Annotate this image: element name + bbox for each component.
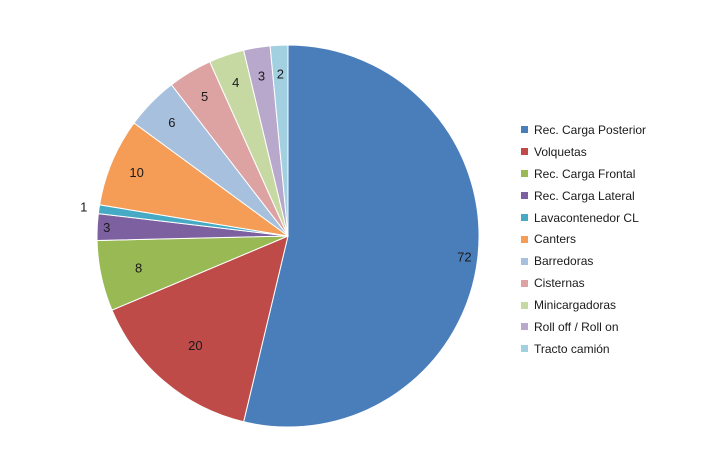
legend-swatch <box>521 323 528 331</box>
legend-item: Lavacontenedor CL <box>521 207 701 229</box>
legend-item: Rec. Carga Frontal <box>521 163 701 185</box>
legend-item: Roll off / Roll on <box>521 316 701 338</box>
slice-data-label: 20 <box>188 338 202 353</box>
pie-slice <box>269 44 289 237</box>
slice-data-label: 5 <box>201 89 208 104</box>
legend-item: Cisternas <box>521 272 701 294</box>
chart-legend: Rec. Carga Posterior Volquetas Rec. Carga … <box>521 119 701 360</box>
legend-swatch <box>521 214 528 221</box>
slice-data-label: 4 <box>232 75 239 90</box>
legend-label: Barredoras <box>534 254 594 269</box>
legend-label: Minicargadoras <box>534 298 617 313</box>
legend-label: Canters <box>534 232 577 247</box>
legend-label: Cisternas <box>534 276 585 291</box>
pie-slice <box>111 235 289 423</box>
legend-label: Rec. Carga Frontal <box>534 166 636 181</box>
legend-swatch <box>521 235 528 243</box>
legend-item: Rec. Carga Lateral <box>521 185 701 207</box>
legend-swatch <box>521 192 528 200</box>
pie-slices <box>96 44 480 428</box>
legend-swatch <box>521 126 528 134</box>
legend-item: Canters <box>521 228 701 250</box>
legend-label: Roll off / Roll on <box>534 319 619 334</box>
slice-data-label: 10 <box>129 165 143 180</box>
legend-label: Rec. Carga Posterior <box>534 122 647 137</box>
legend-item: Volquetas <box>521 141 701 163</box>
legend-label: Lavacontenedor CL <box>534 210 639 225</box>
legend-item: Rec. Carga Posterior <box>521 119 701 141</box>
legend-item: Minicargadoras <box>521 294 701 316</box>
legend-swatch <box>521 257 528 265</box>
legend-label: Volquetas <box>534 144 587 159</box>
slice-data-label: 6 <box>168 115 175 130</box>
pie-slice <box>243 44 480 428</box>
slice-data-label: 3 <box>103 220 110 235</box>
legend-swatch <box>521 170 528 178</box>
legend-label: Rec. Carga Lateral <box>534 188 635 203</box>
legend-swatch <box>521 301 528 309</box>
slice-data-label: 2 <box>277 66 284 81</box>
slice-data-label: 8 <box>135 261 142 276</box>
legend-item: Tracto camión <box>521 338 701 360</box>
slice-data-label: 72 <box>457 249 471 264</box>
legend-swatch <box>521 279 528 287</box>
legend-swatch <box>521 148 528 156</box>
slice-data-label: 3 <box>258 68 265 83</box>
legend-item: Barredoras <box>521 250 701 272</box>
legend-swatch <box>521 345 528 353</box>
slice-data-label: 1 <box>80 200 87 215</box>
legend-label: Tracto camión <box>534 341 610 356</box>
